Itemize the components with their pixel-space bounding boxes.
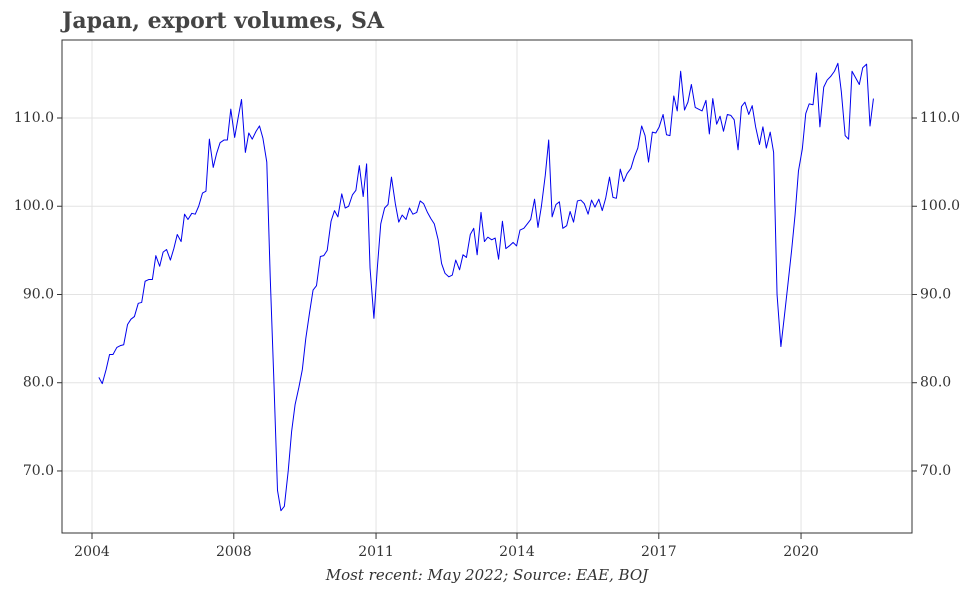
y2-tick-label: 110.0 <box>920 110 960 126</box>
y-tick-label: 80.0 <box>23 375 54 391</box>
x-tick-label: 2004 <box>74 544 110 560</box>
y2-tick-label: 80.0 <box>920 375 951 391</box>
x-tick-label: 2020 <box>783 544 819 560</box>
plot-frame <box>61 39 913 534</box>
y2-tick-label: 90.0 <box>920 286 951 302</box>
y-tick-label: 110.0 <box>14 110 54 126</box>
y-tick-label: 90.0 <box>23 286 54 302</box>
chart-title: Japan, export volumes, SA <box>60 8 385 34</box>
x-tick-label: 2008 <box>216 544 252 560</box>
y2-tick-label: 100.0 <box>920 198 960 214</box>
data-line <box>98 62 874 512</box>
x-tick-label: 2017 <box>641 544 677 560</box>
y-tick-label: 100.0 <box>14 198 54 214</box>
y2-tick-label: 70.0 <box>920 463 951 479</box>
x-tick-label: 2011 <box>358 544 394 560</box>
y-tick-label: 70.0 <box>23 463 54 479</box>
x-tick-label: 2014 <box>499 544 535 560</box>
caption: Most recent: May 2022; Source: EAE, BOJ <box>325 566 649 584</box>
